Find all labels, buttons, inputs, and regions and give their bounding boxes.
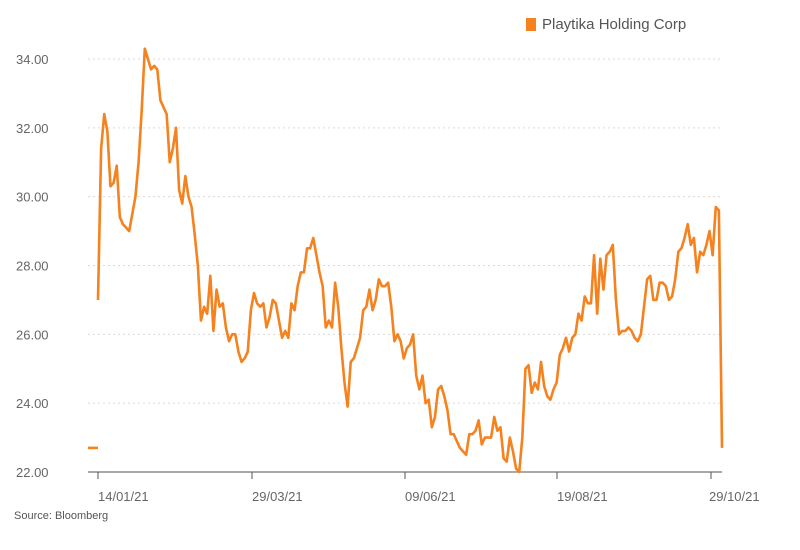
y-axis: 22.00 24.00 26.00 28.00 30.00 32.00 34.00 bbox=[16, 52, 49, 480]
source-note: Source: Bloomberg bbox=[14, 510, 109, 522]
y-tick-label: 32.00 bbox=[16, 121, 49, 136]
x-axis: 14/01/21 29/03/21 09/06/21 19/08/21 29/10/21 bbox=[88, 471, 760, 504]
legend: Playtika Holding Corp bbox=[526, 16, 686, 33]
x-tick-label: 29/10/21 bbox=[709, 489, 760, 504]
y-tick-label: 30.00 bbox=[16, 190, 49, 205]
gridlines bbox=[88, 58, 722, 404]
legend-swatch bbox=[526, 18, 536, 31]
y-tick-label: 34.00 bbox=[16, 52, 49, 67]
x-tick-label: 14/01/21 bbox=[98, 489, 149, 504]
plot-area bbox=[88, 47, 724, 474]
legend-label: Playtika Holding Corp bbox=[542, 16, 687, 33]
x-tick-label: 29/03/21 bbox=[252, 489, 303, 504]
y-tick-label: 26.00 bbox=[16, 327, 49, 342]
y-tick-label: 24.00 bbox=[16, 396, 49, 411]
x-tick-label: 09/06/21 bbox=[405, 489, 456, 504]
x-tick-label: 19/08/21 bbox=[557, 489, 608, 504]
series-line-playtika bbox=[96, 47, 724, 474]
y-tick-label: 28.00 bbox=[16, 259, 49, 274]
y-tick-label: 22.00 bbox=[16, 465, 49, 480]
